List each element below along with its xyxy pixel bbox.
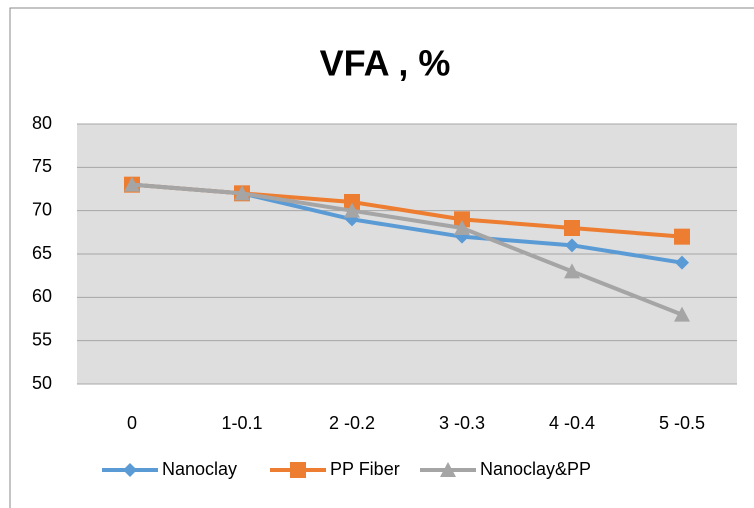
marker: [454, 211, 470, 228]
y-tick-label: 75: [32, 156, 52, 176]
y-tick-label: 55: [32, 329, 52, 349]
x-tick-label: 5 -0.5: [659, 413, 705, 433]
legend-marker: [123, 463, 137, 477]
x-tick-label: 0: [127, 413, 137, 433]
marker: [234, 185, 250, 201]
chart-title: VFA , %: [320, 43, 451, 84]
legend-label: Nanoclay: [162, 459, 237, 479]
y-tick-label: 50: [32, 373, 52, 393]
series-line: [131, 182, 683, 317]
y-tick-label: 80: [32, 113, 52, 133]
x-tick-label: 2 -0.2: [329, 413, 375, 433]
marker: [674, 228, 690, 245]
marker: [344, 194, 360, 210]
marker: [564, 263, 580, 279]
marker: [564, 220, 580, 236]
marker: [344, 202, 360, 218]
x-tick-label: 1-0.1: [221, 413, 262, 433]
x-tick-label: 4 -0.4: [549, 413, 595, 433]
legend-label: PP Fiber: [330, 459, 400, 479]
y-tick-label: 70: [32, 199, 52, 219]
legend-marker: [290, 462, 306, 478]
legend-label: Nanoclay&PP: [480, 459, 591, 479]
marker: [565, 238, 579, 253]
legend-marker: [440, 462, 456, 477]
y-tick-label: 65: [32, 243, 52, 263]
marker: [124, 176, 140, 192]
marker: [674, 306, 690, 322]
marker: [454, 220, 470, 235]
x-tick-label: 3 -0.3: [439, 413, 485, 433]
marker: [675, 255, 689, 270]
y-tick-label: 60: [32, 286, 52, 306]
